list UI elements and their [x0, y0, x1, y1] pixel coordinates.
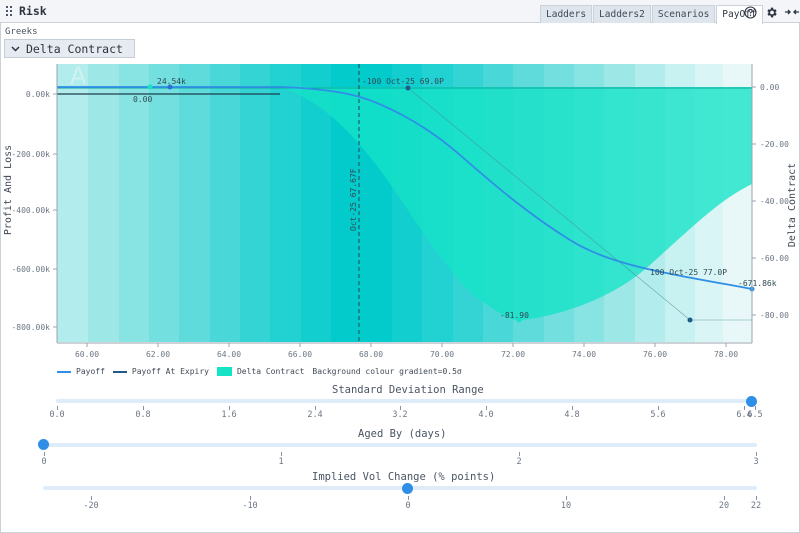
- svg-text:62.00: 62.00: [146, 350, 170, 359]
- annotation-min-delta: -81.90: [500, 311, 529, 320]
- svg-text:66.00: 66.00: [288, 350, 312, 359]
- sd-range-title: Standard Deviation Range: [332, 384, 484, 396]
- help-icon[interactable]: [742, 4, 758, 20]
- payoff-at-expiry-swatch: [112, 370, 127, 373]
- svg-text:-200.00k: -200.00k: [11, 150, 50, 159]
- chart-legend: Payoff Payoff At Expiry Delta Contract B…: [57, 367, 462, 376]
- title-bar: Risk Ladders Ladders2 Scenarios PayOff: [0, 0, 800, 24]
- sd-range-thumb[interactable]: [746, 396, 757, 407]
- delta-contract-swatch: [216, 367, 232, 376]
- y2-axis-label: Delta Contract: [787, 163, 798, 247]
- left-axis: 0.00k -200.00k -400.00k -600.00k -800.00…: [3, 64, 58, 343]
- svg-text:-600.00k: -600.00k: [11, 265, 50, 274]
- legend-background-note: Background colour gradient=0.5σ: [312, 367, 462, 376]
- title-actions: [742, 4, 800, 20]
- greeks-label: Greeks: [5, 27, 38, 37]
- payoff-line: [57, 86, 753, 290]
- aged-by-slider[interactable]: [43, 443, 757, 447]
- svg-text:-800.00k: -800.00k: [11, 323, 50, 332]
- annotation-payoff-end: -671.86k: [738, 279, 777, 288]
- aged-by-title: Aged By (days): [358, 428, 447, 440]
- greek-select-value: Delta Contract: [26, 41, 123, 56]
- svg-text:-60.00: -60.00: [760, 254, 789, 263]
- payoff-current-marker: [167, 84, 173, 90]
- svg-text:-80.00: -80.00: [760, 311, 789, 320]
- annotation-payoff-current: 24.54k: [157, 77, 186, 86]
- svg-text:-20.00: -20.00: [760, 140, 789, 149]
- legend-item-delta-contract[interactable]: Delta Contract: [216, 367, 304, 376]
- tab-scenarios[interactable]: Scenarios: [651, 5, 716, 23]
- implied-vol-title: Implied Vol Change (% points): [312, 471, 496, 483]
- x-axis: 60.00 62.00 64.00 66.00 68.00 70.00 72.0…: [57, 342, 752, 359]
- panel-title: Risk: [19, 4, 47, 18]
- greek-select[interactable]: Delta Contract: [4, 39, 135, 58]
- min-delta-marker: [516, 317, 522, 323]
- y-axis-label: Profit And Loss: [3, 145, 14, 235]
- tab-ladders[interactable]: Ladders: [540, 5, 593, 23]
- svg-text:64.00: 64.00: [217, 350, 241, 359]
- svg-text:0.00k: 0.00k: [26, 90, 50, 99]
- collapse-icon[interactable]: [784, 4, 800, 20]
- aged-by-thumb[interactable]: [38, 439, 49, 450]
- position-marker: [405, 85, 411, 91]
- svg-text:-400.00k: -400.00k: [11, 206, 50, 215]
- sd-range-slider[interactable]: [56, 399, 753, 403]
- background-gradient: A: [57, 62, 752, 342]
- delta-marker: [147, 84, 153, 90]
- drag-handle-icon[interactable]: [6, 6, 12, 16]
- chevron-down-icon: [11, 45, 20, 52]
- payoff-swatch: [57, 370, 71, 373]
- gear-icon[interactable]: [763, 4, 779, 20]
- legend-item-payoff-at-expiry[interactable]: Payoff At Expiry: [112, 367, 209, 376]
- implied-vol-thumb[interactable]: [402, 483, 413, 494]
- implied-vol-slider[interactable]: [43, 486, 757, 490]
- svg-text:60.00: 60.00: [75, 350, 99, 359]
- annotation-forward-price: Oct-25 67.67F: [349, 168, 358, 231]
- watermark-logo: A: [70, 62, 87, 90]
- annotation-zero: 0.00: [133, 95, 152, 104]
- svg-text:74.00: 74.00: [572, 350, 596, 359]
- tab-ladders2[interactable]: Ladders2: [593, 5, 651, 23]
- legend-item-payoff[interactable]: Payoff: [57, 367, 105, 376]
- payoff-chart[interactable]: A 24.54k 0.00 -100 Oct-25 69.0P Oct-25 6…: [0, 60, 800, 365]
- svg-text:0.00: 0.00: [760, 83, 779, 92]
- svg-text:72.00: 72.00: [501, 350, 525, 359]
- svg-text:70.00: 70.00: [430, 350, 454, 359]
- right-axis: 0.00 -20.00 -40.00 -60.00 -80.00 Delta C…: [751, 64, 798, 343]
- svg-text:-40.00: -40.00: [760, 197, 789, 206]
- position-marker: [687, 317, 693, 323]
- tab-bar: Ladders Ladders2 Scenarios PayOff: [540, 5, 764, 24]
- svg-text:68.00: 68.00: [359, 350, 383, 359]
- annotation-position-long: 100 Oct-25 77.0P: [650, 268, 727, 277]
- delta-contract-area: [280, 87, 752, 320]
- annotation-position-short: -100 Oct-25 69.0P: [362, 77, 444, 86]
- svg-text:78.00: 78.00: [714, 350, 738, 359]
- svg-text:76.00: 76.00: [643, 350, 667, 359]
